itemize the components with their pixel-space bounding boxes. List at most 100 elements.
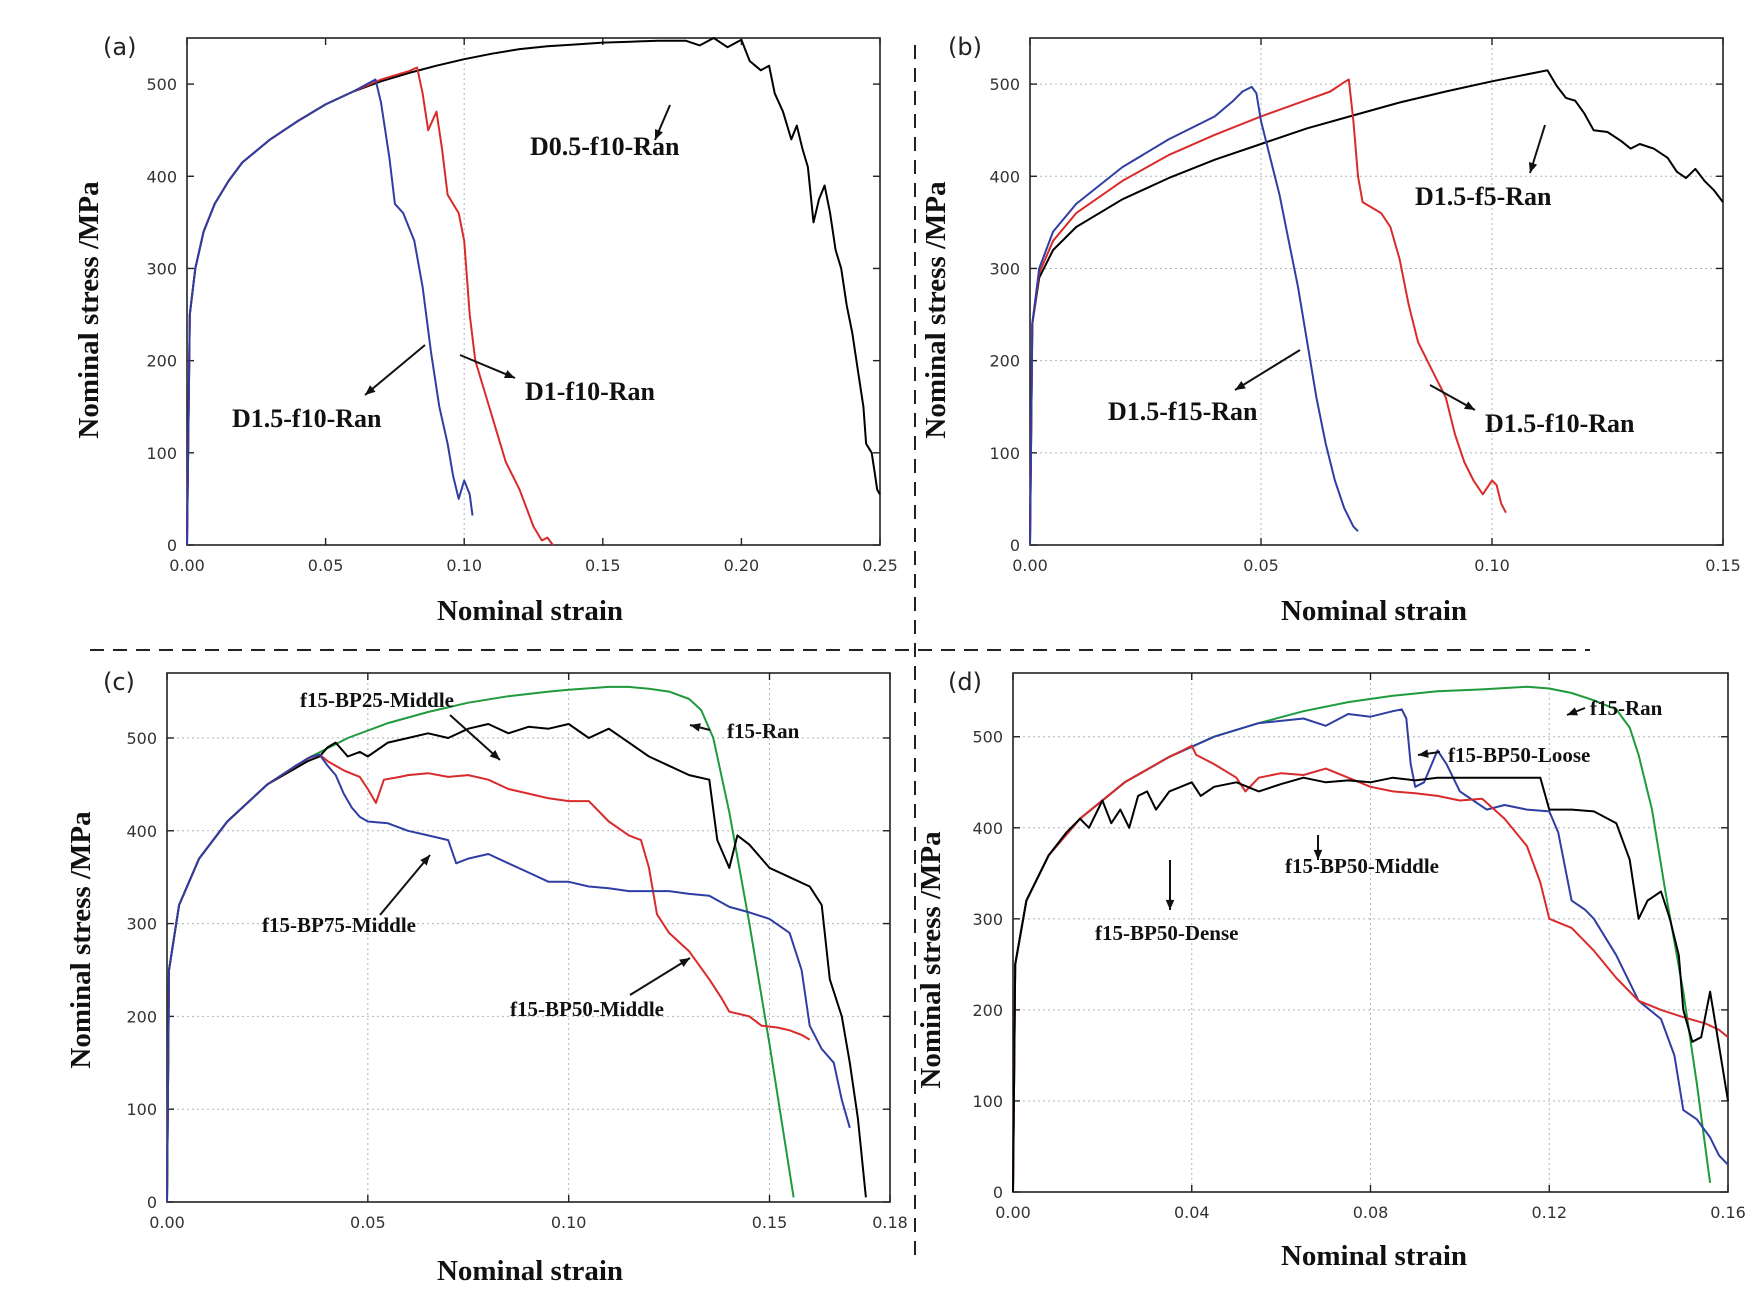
series-annotation: D1.5-f10-Ran (232, 404, 382, 433)
series-line-f15-bp25-middle (166, 723, 867, 1203)
arrowhead (420, 855, 430, 866)
series-line-f15-ran (166, 685, 795, 1203)
arrowhead (1313, 849, 1323, 860)
panel-d: 0.00 0.04 0.08 0.12 0.16 0 100 200 300 400 500 (d) N… (915, 668, 1746, 1272)
y-tick-label: 300 (972, 910, 1003, 929)
x-tick-label: 0.05 (350, 1213, 386, 1232)
annotation-arrow (449, 714, 501, 761)
x-tick-label: 0.08 (1353, 1203, 1389, 1222)
y-tick-label: 200 (126, 1007, 157, 1026)
plot-frame (166, 672, 891, 1203)
x-tick-label: 0.00 (149, 1213, 185, 1232)
y-tick-label: 400 (972, 819, 1003, 838)
y-tick-label: 300 (146, 259, 177, 278)
y-tick-label: 300 (989, 259, 1020, 278)
y-tick-label: 0 (1010, 536, 1020, 555)
x-tick-label: 0.15 (585, 556, 621, 575)
x-tick-label: 0.15 (1705, 556, 1741, 575)
panel-label: (b) (948, 33, 982, 61)
y-tick-label: 100 (989, 444, 1020, 463)
y-tick-label: 200 (989, 352, 1020, 371)
series-annotation: f15-BP50-Loose (1448, 743, 1590, 767)
annotation-arrow (379, 854, 431, 916)
x-tick-label: 0.18 (872, 1213, 908, 1232)
arrowhead (1235, 381, 1246, 390)
series-line-d1-5-f10-ran (1029, 78, 1507, 546)
annotation-arrow (629, 957, 691, 996)
series-annotation: D1.5-f15-Ran (1108, 397, 1258, 426)
series-annotation: D1.5-f5-Ran (1415, 182, 1552, 211)
panel-c: 0.00 0.05 0.10 0.15 0.18 0 100 200 300 400 500 (c) N… (65, 668, 908, 1287)
x-axis-title: Nominal strain (1281, 1240, 1467, 1272)
panel-label: (a) (103, 33, 136, 61)
arrowhead (1528, 162, 1538, 173)
arrowhead (1464, 401, 1475, 410)
arrowhead (655, 129, 663, 140)
y-tick-label: 500 (989, 75, 1020, 94)
series-annotation: f15-BP75-Middle (262, 913, 416, 937)
x-axis-title: Nominal strain (1281, 595, 1467, 627)
y-tick-label: 500 (146, 75, 177, 94)
y-tick-label: 500 (972, 728, 1003, 747)
panel-a: 0.00 0.05 0.10 0.15 0.20 0.25 0 100 200 300 400 500… (73, 33, 898, 627)
series-annotation: f15-BP25-Middle (300, 688, 454, 712)
y-tick-label: 100 (972, 1092, 1003, 1111)
x-axis-title: Nominal strain (437, 1255, 623, 1287)
series-line-d0-5-f10-ran (186, 37, 881, 546)
y-axis-title: Nominal stress /MPa (73, 181, 105, 439)
y-tick-label: 100 (126, 1100, 157, 1119)
x-tick-label: 0.10 (446, 556, 482, 575)
y-tick-label: 0 (147, 1193, 157, 1212)
series-line-f15-bp75-middle (166, 753, 851, 1203)
panel-label: (c) (103, 668, 135, 696)
arrowhead (1418, 749, 1429, 758)
arrowhead (1165, 899, 1175, 910)
x-tick-label: 0.20 (724, 556, 760, 575)
series-annotation: f15-Ran (1590, 696, 1663, 720)
plot-frame (186, 37, 881, 546)
series-line-f15-bp50-middle (166, 753, 811, 1203)
arrowhead (679, 958, 690, 967)
y-tick-label: 400 (146, 167, 177, 186)
series-line-d1-5-f5-ran (1029, 69, 1724, 546)
annotation-arrow (364, 344, 426, 396)
y-tick-label: 400 (126, 822, 157, 841)
arrowhead (365, 385, 376, 395)
y-tick-label: 0 (993, 1183, 1003, 1202)
panel-b: 0.00 0.05 0.10 0.15 0 100 200 300 400 500 (b) Nomin… (920, 33, 1741, 627)
series-annotation: D1-f10-Ran (525, 377, 656, 406)
x-tick-label: 0.16 (1710, 1203, 1746, 1222)
x-tick-label: 0.00 (995, 1203, 1031, 1222)
series-annotation: f15-BP50-Dense (1095, 921, 1238, 945)
series-line-f15-bp50-dense (1012, 776, 1729, 1193)
series-annotation: f15-BP50-Middle (1285, 854, 1439, 878)
x-tick-label: 0.10 (1474, 556, 1510, 575)
series-annotation: f15-BP50-Middle (510, 997, 664, 1021)
arrowhead (489, 750, 500, 760)
arrowhead (504, 370, 515, 379)
annotation-arrow (1234, 349, 1301, 391)
y-tick-label: 100 (146, 444, 177, 463)
y-tick-label: 500 (126, 729, 157, 748)
x-tick-label: 0.12 (1531, 1203, 1567, 1222)
y-tick-label: 0 (167, 536, 177, 555)
panel-label: (d) (948, 668, 982, 696)
x-tick-label: 0.25 (862, 556, 898, 575)
series-annotation: D0.5-f10-Ran (530, 132, 680, 161)
series-line-d1-f10-ran (186, 66, 554, 546)
series-annotation: D1.5-f10-Ran (1485, 409, 1635, 438)
y-axis-title: Nominal stress /MPa (920, 181, 952, 439)
x-tick-label: 0.05 (1243, 556, 1279, 575)
x-tick-label: 0.00 (1012, 556, 1048, 575)
y-tick-label: 400 (989, 167, 1020, 186)
x-tick-label: 0.04 (1174, 1203, 1210, 1222)
series-annotation: f15-Ran (727, 719, 800, 743)
y-tick-label: 300 (126, 915, 157, 934)
plot-frame (1029, 37, 1724, 546)
series-line-f15-bp50-middle (1012, 744, 1729, 1193)
arrowhead (1567, 707, 1578, 716)
x-tick-label: 0.15 (752, 1213, 788, 1232)
x-tick-label: 0.05 (308, 556, 344, 575)
arrowhead (690, 723, 701, 732)
